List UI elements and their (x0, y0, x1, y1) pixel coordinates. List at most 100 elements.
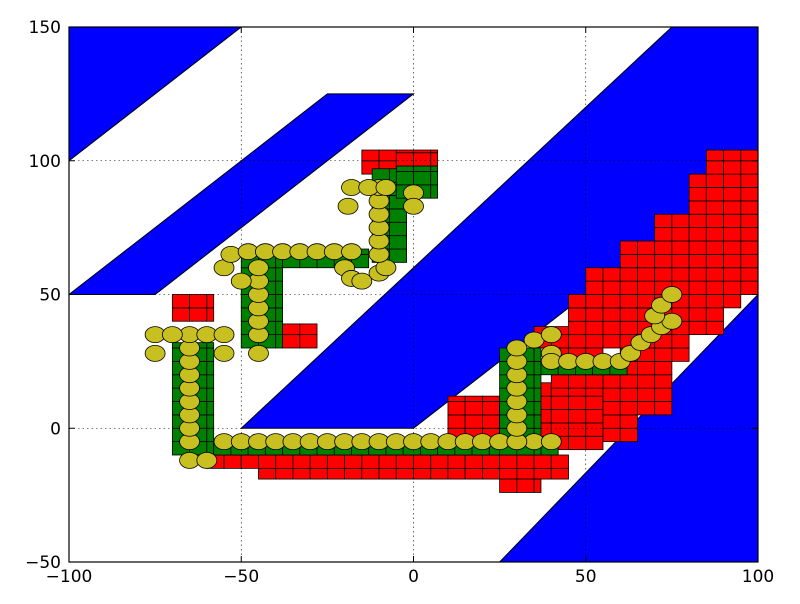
explored-cell (671, 267, 690, 282)
y-axis-tick-labels: −50 0 50 100 150 (25, 18, 61, 573)
explored-cell (740, 149, 758, 162)
explored-cell (740, 280, 758, 295)
explored-cell (637, 360, 656, 376)
explored-cell (637, 280, 656, 295)
explored-cell (705, 200, 724, 215)
trajectory-point (351, 272, 373, 290)
explored-cell (705, 253, 724, 269)
path-cell (275, 307, 283, 322)
explored-cell (299, 334, 318, 349)
explored-cell (602, 294, 621, 309)
explored-cell (637, 253, 656, 269)
explored-cell (602, 401, 621, 416)
explored-cell (361, 467, 380, 480)
path-cell (395, 165, 414, 172)
trajectory-point (375, 179, 397, 196)
explored-cell (171, 294, 190, 309)
explored-cell (378, 454, 397, 469)
path-cell (413, 165, 432, 172)
explored-cell (550, 374, 569, 389)
path-cell (275, 280, 283, 295)
explored-cell (671, 227, 690, 242)
explored-cell (619, 267, 638, 282)
explored-cell (688, 173, 707, 188)
explored-cell (189, 294, 208, 309)
explored-cell (499, 467, 518, 480)
explored-cell (637, 374, 656, 389)
path-cell (388, 221, 408, 237)
explored-cell (602, 427, 621, 443)
x-axis-tick-labels: −100 −50 0 50 100 (46, 567, 775, 587)
trajectory-point (506, 339, 528, 357)
explored-cell (585, 395, 604, 410)
x-tick-label: 100 (742, 567, 774, 587)
explored-cell (275, 454, 294, 469)
explored-cell (654, 227, 673, 242)
explored-cell (585, 267, 604, 282)
trajectory-point (248, 259, 269, 277)
explored-cell (740, 267, 758, 282)
trajectory (144, 179, 683, 469)
explored-cell (740, 253, 758, 269)
path-cell (275, 334, 283, 349)
y-tick-label: 50 (39, 286, 61, 306)
explored-cell (705, 294, 724, 309)
explored-cell (654, 401, 673, 416)
trajectory-point (248, 344, 269, 362)
explored-cell (481, 467, 501, 480)
explored-cell (464, 414, 483, 429)
trajectory-point (213, 326, 235, 344)
explored-cell (378, 149, 397, 162)
explored-cell (568, 307, 587, 322)
explored-cell (654, 267, 673, 282)
explored-cell (550, 409, 569, 424)
explored-cell (619, 374, 638, 389)
explored-cell (206, 307, 215, 322)
explored-cell (654, 387, 673, 402)
explored-cell (395, 152, 414, 167)
x-tick-label: 50 (575, 567, 597, 587)
explored-cell (361, 454, 380, 469)
path-cell (388, 235, 408, 250)
explored-cell (585, 435, 604, 451)
path-cell (533, 414, 542, 429)
y-tick-label: 100 (29, 152, 61, 172)
path-cell (206, 414, 215, 429)
explored-cell (619, 401, 638, 416)
explored-cell (413, 149, 432, 154)
explored-cell (464, 395, 483, 402)
explored-cell (619, 307, 638, 322)
explored-cell (533, 467, 552, 480)
path-cell (533, 387, 542, 402)
path-cell (413, 171, 432, 186)
explored-cell (568, 422, 587, 437)
path-cell (430, 171, 439, 186)
explored-cell (705, 227, 724, 242)
explored-cell (688, 280, 707, 295)
explored-cell (533, 478, 542, 493)
explored-cell (602, 374, 621, 389)
explored-cell (585, 422, 604, 437)
x-tick-label: −50 (223, 567, 259, 587)
explored-cell (723, 160, 742, 175)
explored-cell (723, 267, 742, 282)
explored-cell (282, 323, 301, 336)
trajectory-point (540, 433, 562, 451)
explored-cell (705, 173, 724, 188)
explored-cell (619, 294, 638, 309)
explored-cell (688, 227, 707, 242)
explored-cell (292, 467, 311, 480)
path-cell (533, 401, 542, 416)
explored-cell (723, 149, 742, 162)
explored-cell (447, 414, 466, 429)
explored-cell (550, 454, 569, 469)
explored-cell (671, 347, 690, 362)
explored-cell (705, 307, 724, 322)
explored-cell (189, 307, 208, 322)
explored-cell (299, 323, 318, 336)
explored-cell (464, 401, 483, 416)
explored-cell (705, 149, 724, 162)
explored-cell (654, 374, 673, 389)
explored-cell (258, 467, 277, 480)
path-cell (533, 374, 542, 389)
